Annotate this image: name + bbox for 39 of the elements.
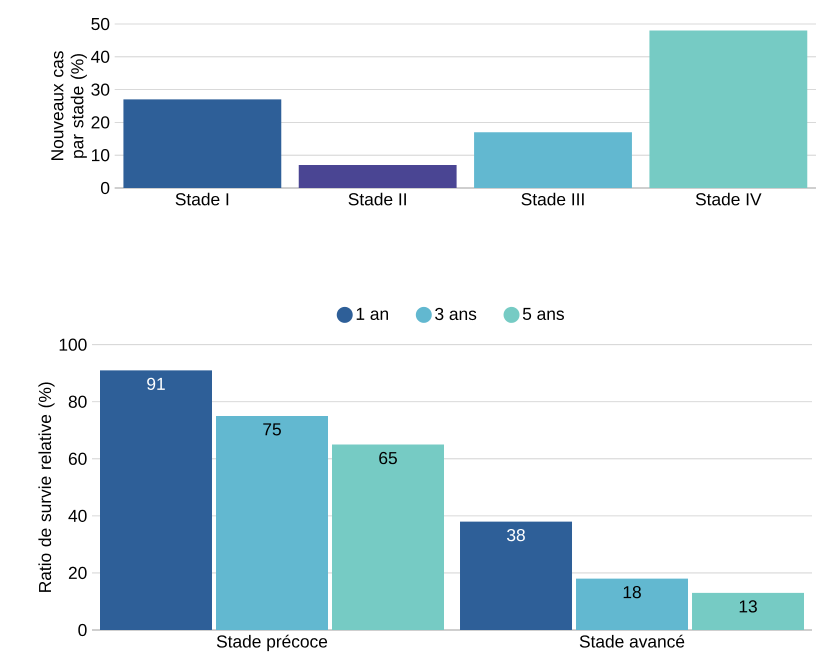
y-tick-label: 20 [92,116,110,129]
y-axis-title: Ratio de survie relative (%) [38,382,55,592]
y-tick-label: 10 [92,149,110,162]
bar [649,30,808,188]
y-tick-label: 40 [68,510,87,522]
data-label: 38 [507,528,525,542]
legend-label: 1 an [356,308,388,320]
bar [474,132,632,188]
data-label: 65 [379,452,397,464]
x-tick-label: Stade III [522,192,584,206]
bar [216,416,328,630]
y-tick-label: 50 [91,18,110,30]
y-tick-label: 80 [68,396,87,408]
x-tick-label: Stade II [348,192,406,206]
y-tick-label: 100 [60,338,87,351]
bar [460,522,572,630]
bar [100,370,212,630]
x-tick-label: Stade IV [696,192,762,206]
y-tick-label: 60 [68,452,87,465]
legend-label: 3 ans [435,308,476,320]
y-tick-label: 30 [91,83,110,96]
y-tick-label: 40 [91,50,110,63]
bar [576,578,688,630]
legend-label: 5 ans [522,308,564,320]
y-tick-label: 0 [100,182,110,194]
bar [332,444,444,630]
data-label: 91 [147,378,165,390]
data-label: 13 [740,600,757,613]
data-label: 75 [263,423,281,436]
x-tick-label: Stade précoce [216,634,328,652]
y-axis-title: Nouveaux cas par stade (%) [51,51,87,160]
bar [123,99,282,188]
y-tick-label: 0 [78,624,87,636]
x-tick-label: Stade avancé [580,634,684,648]
x-tick-label: Stade I [176,192,228,206]
bar [692,592,804,630]
bar [298,165,457,188]
y-tick-label: 20 [68,566,87,580]
data-label: 18 [624,586,641,598]
